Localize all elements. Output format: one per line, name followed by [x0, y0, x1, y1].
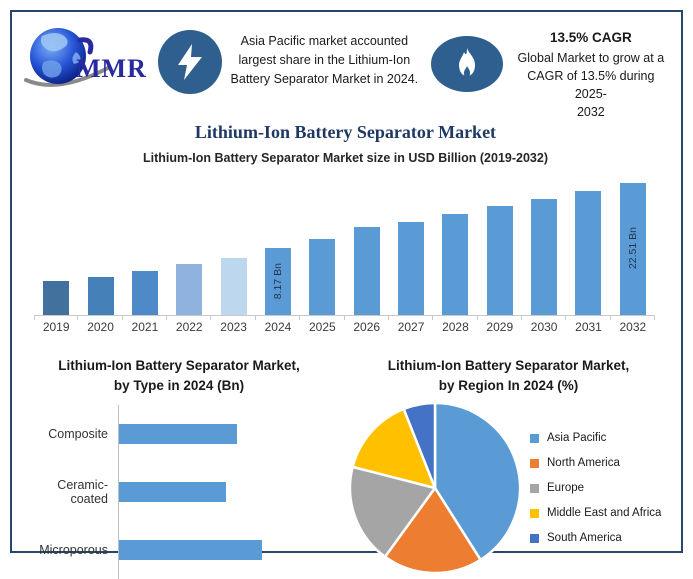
legend-swatch	[530, 534, 539, 543]
asia-pacific-note: Asia Pacific market accounted largest sh…	[228, 32, 421, 88]
region-legend: Asia Pacific North America Europe Middle Ea…	[530, 432, 661, 544]
x-tick-2026: 2026	[345, 320, 389, 334]
legend-swatch	[530, 434, 539, 443]
type-chart-title-line1: Lithium-Ion Battery Separator Market,	[20, 356, 338, 377]
x-tick-2023: 2023	[211, 320, 255, 334]
region-chart-title-line1: Lithium-Ion Battery Separator Market,	[346, 356, 671, 377]
x-tick-2021: 2021	[123, 320, 167, 334]
page-title: Lithium-Ion Battery Separator Market	[20, 122, 671, 143]
bottom-section: Lithium-Ion Battery Separator Market, by…	[20, 356, 671, 579]
mmr-logo: MMR	[20, 22, 148, 94]
type-row-microporous: Microporous	[20, 521, 338, 579]
bar-2029	[478, 171, 522, 315]
battery-highlight-icon-wrap	[148, 22, 222, 94]
cagr-note-line1: Global Market to grow at a	[511, 49, 671, 67]
bar-2028	[433, 171, 477, 315]
bar-2022	[167, 171, 211, 315]
x-tick-2027: 2027	[389, 320, 433, 334]
type-label: Composite	[20, 427, 118, 441]
type-row-ceramic-coated: Ceramic-coated	[20, 463, 338, 521]
legend-label: Middle East and Africa	[547, 507, 661, 519]
bar-2030	[522, 171, 566, 315]
bar-2020	[78, 171, 122, 315]
bar-value-label-2032: 22.51 Bn	[627, 227, 639, 269]
logo-wordmark: MMR	[76, 54, 147, 84]
legend-label: Europe	[547, 482, 584, 494]
cagr-note-line2: CAGR of 13.5% during 2025-	[511, 67, 671, 103]
type-chart-title: Lithium-Ion Battery Separator Market, by…	[20, 356, 338, 398]
region-chart-title-line2: by Region In 2024 (%)	[346, 376, 671, 397]
bar-2027	[389, 171, 433, 315]
asia-note-line1: Asia Pacific market accounted	[228, 32, 421, 51]
bar-value-label-2024: 8.17 Bn	[272, 263, 284, 299]
type-label: Microporous	[20, 543, 118, 557]
infographic-frame: MMR Asia Pacific market accounted larges…	[10, 10, 683, 553]
legend-label: Asia Pacific	[547, 432, 606, 444]
x-tick-2028: 2028	[433, 320, 477, 334]
region-chart-title: Lithium-Ion Battery Separator Market, by…	[346, 356, 671, 398]
x-tick-2031: 2031	[566, 320, 610, 334]
type-row-composite: Composite	[20, 405, 338, 463]
cagr-note-line3: 2032	[511, 103, 671, 121]
x-tick-2029: 2029	[478, 320, 522, 334]
type-chart-rows: Composite Ceramic-coated Microporous	[20, 405, 338, 579]
legend-item-middle-east-and-africa: Middle East and Africa	[530, 507, 661, 519]
bar-2026	[345, 171, 389, 315]
x-tick-2020: 2020	[78, 320, 122, 334]
cagr-value: 13.5% CAGR	[511, 30, 671, 45]
type-chart: Lithium-Ion Battery Separator Market, by…	[20, 356, 338, 579]
type-bar	[119, 424, 237, 444]
market-size-chart: Lithium-Ion Battery Separator Market siz…	[20, 151, 671, 334]
legend-swatch	[530, 459, 539, 468]
asia-note-line3: Battery Separator Market in 2024.	[228, 70, 421, 89]
legend-swatch	[530, 484, 539, 493]
market-size-bars: 8.17 Bn 22.51 Bn	[34, 171, 655, 316]
cagr-highlight-icon-wrap	[421, 22, 503, 92]
legend-label: North America	[547, 457, 620, 469]
asia-note-line2: largest share in the Lithium-Ion	[228, 51, 421, 70]
bar-2019	[34, 171, 78, 315]
bar-2025	[300, 171, 344, 315]
bar-2032: 22.51 Bn	[611, 171, 655, 315]
cagr-note: Global Market to grow at a CAGR of 13.5%…	[511, 49, 671, 122]
bar-2024: 8.17 Bn	[256, 171, 300, 315]
legend-item-europe: Europe	[530, 482, 661, 494]
region-pie	[346, 399, 524, 577]
legend-label: South America	[547, 532, 622, 544]
flame-icon	[431, 36, 503, 92]
x-tick-2024: 2024	[256, 320, 300, 334]
legend-item-asia-pacific: Asia Pacific	[530, 432, 661, 444]
type-bar	[119, 540, 262, 560]
header: MMR Asia Pacific market accounted larges…	[20, 22, 671, 122]
legend-item-south-america: South America	[530, 532, 661, 544]
type-bar	[119, 482, 226, 502]
x-tick-2030: 2030	[522, 320, 566, 334]
legend-item-north-america: North America	[530, 457, 661, 469]
x-tick-2019: 2019	[34, 320, 78, 334]
region-chart-content: Asia Pacific North America Europe Middle Ea…	[346, 399, 671, 577]
market-size-chart-title: Lithium-Ion Battery Separator Market siz…	[20, 151, 671, 165]
lightning-icon	[158, 30, 222, 94]
type-label: Ceramic-coated	[20, 478, 118, 506]
bar-2023	[211, 171, 255, 315]
type-chart-title-line2: by Type in 2024 (Bn)	[20, 376, 338, 397]
x-tick-2022: 2022	[167, 320, 211, 334]
legend-swatch	[530, 509, 539, 518]
bar-2031	[566, 171, 610, 315]
bar-2021	[123, 171, 167, 315]
cagr-callout: 13.5% CAGR Global Market to grow at a CA…	[511, 30, 671, 122]
region-chart: Lithium-Ion Battery Separator Market, by…	[338, 356, 671, 579]
x-tick-2025: 2025	[300, 320, 344, 334]
x-tick-2032: 2032	[611, 320, 655, 334]
